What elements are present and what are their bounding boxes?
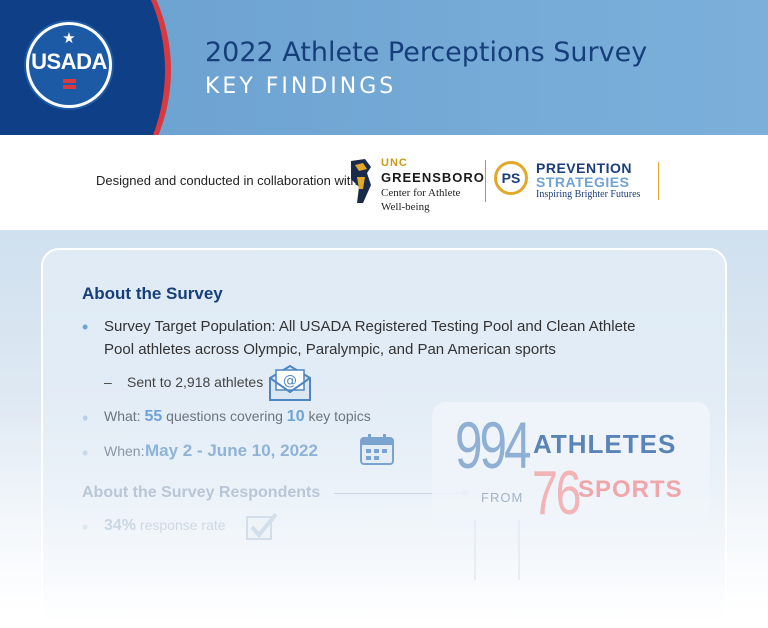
sent-to-text: Sent to 2,918 athletes — [127, 374, 264, 390]
calendar-icon — [360, 434, 394, 465]
response-rate-label: response rate — [139, 517, 226, 533]
uncg-center-text: Center for Athlete — [381, 187, 461, 199]
logo-divider — [485, 160, 486, 202]
from-label: FROM — [481, 490, 524, 505]
what-label: What: — [104, 408, 141, 424]
logo-text: USADA — [31, 49, 107, 74]
target-population-text: Survey Target Population: All USADA Regi… — [104, 318, 636, 358]
ps-strategies-text: STRATEGIES — [536, 174, 630, 190]
when-label: When: — [104, 443, 145, 459]
page-title: 2022 Athlete Perceptions Survey — [205, 37, 648, 68]
faint-divider — [518, 520, 520, 580]
when-value: May 2 - June 10, 2022 — [145, 441, 318, 460]
uncg-wellbeing-text: Well-being — [381, 201, 430, 213]
collaboration-band: Designed and conducted in collaboration … — [0, 135, 768, 230]
bullet-icon: • — [82, 317, 89, 337]
logo-divider — [658, 162, 659, 200]
about-survey-heading: About the Survey — [82, 284, 223, 303]
star-icon: ★ — [62, 30, 76, 47]
what-mid: questions covering — [166, 408, 283, 424]
header-banner: ★ USADA 2022 Athlete Perceptions Survey … — [0, 0, 768, 135]
topics-count: 10 — [286, 408, 305, 425]
respondents-heading: About the Survey Respondents — [82, 484, 321, 501]
response-rate-value: 34% — [104, 517, 137, 534]
usada-logo: ★ USADA — [26, 22, 112, 108]
checkmark-icon — [246, 512, 278, 540]
prevention-strategies-logo: PS PREVENTION STRATEGIES Inspiring Brigh… — [494, 160, 664, 206]
bullet-icon: • — [82, 517, 89, 537]
athletes-label: ATHLETES — [533, 429, 677, 459]
ps-mark: PS — [494, 161, 528, 195]
logo-stripe — [63, 85, 76, 89]
athletes-count: 994 — [455, 408, 532, 482]
uncg-greensboro-text: GREENSBORO — [381, 170, 485, 185]
bullet-icon: • — [82, 408, 89, 428]
uncg-spartan-icon — [351, 159, 371, 203]
svg-text:@: @ — [283, 373, 297, 389]
dash-icon: – — [104, 374, 112, 390]
what-end: key topics — [308, 408, 371, 424]
bullet-icon: • — [82, 443, 89, 463]
faint-divider — [474, 520, 476, 580]
sports-label: SPORTS — [578, 476, 683, 503]
response-rate-text: 34% response rate — [104, 517, 226, 535]
questions-count: 55 — [144, 408, 163, 425]
uncg-unc-text: UNC — [381, 157, 408, 169]
ps-tagline: Inspiring Brighter Futures — [536, 189, 641, 200]
connector-line — [334, 493, 466, 494]
collaboration-text: Designed and conducted in collaboration … — [96, 173, 362, 188]
page-subtitle: KEY FINDINGS — [205, 74, 397, 99]
uncg-logo: UNC GREENSBORO Center for Athlete Well-b… — [347, 155, 485, 225]
logo-stripe — [63, 79, 76, 83]
email-icon: @ — [269, 364, 311, 401]
stats-box — [432, 402, 710, 530]
what-text: What: 55 questions covering 10 key topic… — [104, 408, 371, 426]
ps-prevention-text: PREVENTION — [536, 160, 633, 176]
sports-count: 76 — [532, 459, 581, 528]
